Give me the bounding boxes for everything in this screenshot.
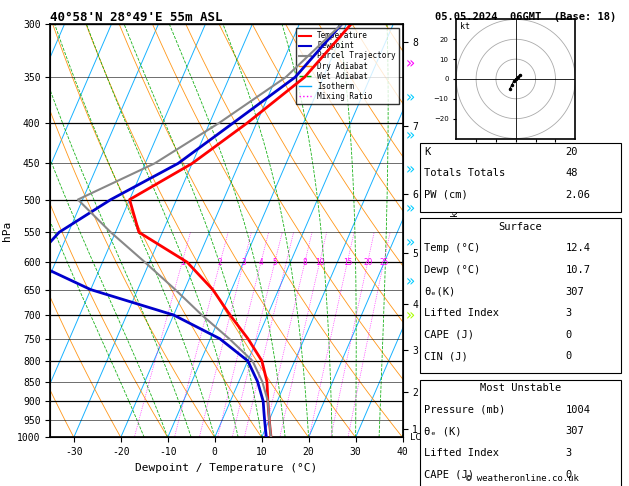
Text: θₑ (K): θₑ (K) bbox=[425, 426, 462, 436]
Text: 2: 2 bbox=[218, 258, 223, 267]
Text: CAPE (J): CAPE (J) bbox=[425, 330, 474, 340]
Text: 8: 8 bbox=[303, 258, 307, 267]
Text: »: » bbox=[406, 56, 415, 70]
Legend: Temperature, Dewpoint, Parcel Trajectory, Dry Adiabat, Wet Adiabat, Isotherm, Mi: Temperature, Dewpoint, Parcel Trajectory… bbox=[296, 28, 399, 104]
Y-axis label: km
ASL: km ASL bbox=[426, 231, 443, 252]
Text: CAPE (J): CAPE (J) bbox=[425, 469, 474, 480]
Text: 3: 3 bbox=[565, 308, 572, 318]
Text: Surface: Surface bbox=[499, 222, 542, 232]
Text: Most Unstable: Most Unstable bbox=[480, 383, 561, 393]
Bar bbox=[420, 380, 621, 486]
Text: Totals Totals: Totals Totals bbox=[425, 168, 506, 178]
Text: 15: 15 bbox=[343, 258, 352, 267]
Text: »: » bbox=[406, 163, 415, 177]
Text: 307: 307 bbox=[565, 287, 584, 296]
Text: »: » bbox=[406, 90, 415, 104]
Text: »: » bbox=[406, 129, 415, 143]
Text: K: K bbox=[425, 147, 431, 156]
Text: Pressure (mb): Pressure (mb) bbox=[425, 405, 506, 415]
Text: 20: 20 bbox=[363, 258, 372, 267]
Text: 3: 3 bbox=[242, 258, 246, 267]
Bar bbox=[420, 218, 621, 373]
Text: LCL: LCL bbox=[409, 433, 426, 442]
Text: 20: 20 bbox=[565, 147, 578, 156]
Text: 2.06: 2.06 bbox=[565, 190, 591, 200]
Text: CIN (J): CIN (J) bbox=[425, 351, 468, 362]
Text: 12.4: 12.4 bbox=[565, 243, 591, 253]
Text: Temp (°C): Temp (°C) bbox=[425, 243, 481, 253]
Text: 307: 307 bbox=[565, 426, 584, 436]
Text: 0: 0 bbox=[565, 469, 572, 480]
Text: 3: 3 bbox=[565, 448, 572, 458]
Text: Lifted Index: Lifted Index bbox=[425, 448, 499, 458]
Text: »: » bbox=[406, 275, 415, 289]
Text: »: » bbox=[406, 202, 415, 216]
Text: 0: 0 bbox=[565, 330, 572, 340]
X-axis label: Dewpoint / Temperature (°C): Dewpoint / Temperature (°C) bbox=[135, 463, 318, 473]
Y-axis label: hPa: hPa bbox=[1, 221, 11, 241]
Text: »: » bbox=[406, 236, 415, 250]
Text: »: » bbox=[406, 309, 415, 323]
Text: © weatheronline.co.uk: © weatheronline.co.uk bbox=[465, 474, 579, 483]
Text: 25: 25 bbox=[379, 258, 388, 267]
Text: θₑ(K): θₑ(K) bbox=[425, 287, 455, 296]
Text: 05.05.2024  06GMT  (Base: 18): 05.05.2024 06GMT (Base: 18) bbox=[435, 12, 616, 22]
Text: Mixing Ratio (g/kg): Mixing Ratio (g/kg) bbox=[451, 200, 460, 303]
Text: 10: 10 bbox=[315, 258, 325, 267]
Text: kt: kt bbox=[460, 22, 470, 32]
Text: 1: 1 bbox=[180, 258, 184, 267]
Text: 4: 4 bbox=[259, 258, 264, 267]
Text: 40°58'N 28°49'E 55m ASL: 40°58'N 28°49'E 55m ASL bbox=[50, 11, 223, 24]
Text: PW (cm): PW (cm) bbox=[425, 190, 468, 200]
Text: 48: 48 bbox=[565, 168, 578, 178]
Bar bbox=[420, 143, 621, 211]
Text: 10.7: 10.7 bbox=[565, 265, 591, 275]
Text: Lifted Index: Lifted Index bbox=[425, 308, 499, 318]
Text: 5: 5 bbox=[272, 258, 277, 267]
Text: Dewp (°C): Dewp (°C) bbox=[425, 265, 481, 275]
Text: 1004: 1004 bbox=[565, 405, 591, 415]
Text: 0: 0 bbox=[565, 351, 572, 362]
